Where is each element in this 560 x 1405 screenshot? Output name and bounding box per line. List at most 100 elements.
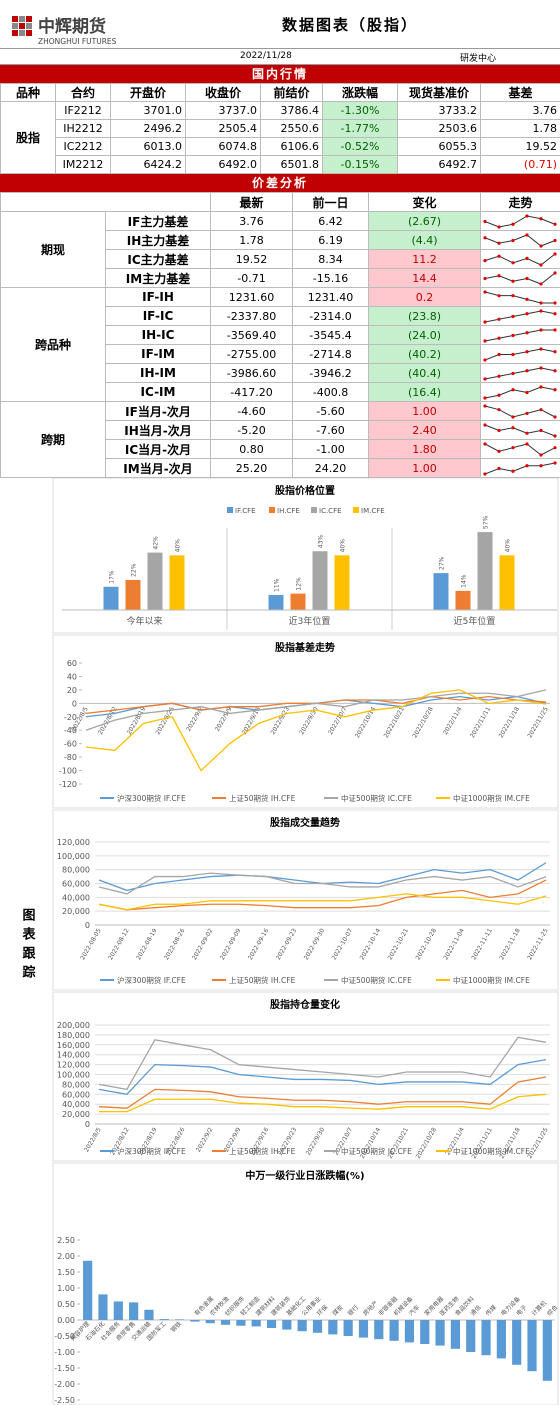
sparkline <box>483 365 557 381</box>
change: (23.8) <box>368 306 481 326</box>
trend-line <box>484 442 556 456</box>
change: (40.4) <box>368 363 481 383</box>
table-cell: -0.52% <box>322 137 398 156</box>
y-tick-label: 0 <box>85 921 90 930</box>
table-cell: 2505.4 <box>185 119 261 138</box>
table-cell: 3786.4 <box>260 101 323 120</box>
logo-text: 中辉期货 <box>38 16 106 37</box>
bar <box>169 555 185 610</box>
bar <box>542 1320 552 1381</box>
column-header: 走势 <box>480 192 560 212</box>
trend-point <box>497 273 501 277</box>
x-tick-label: 2022/11/18 <box>498 706 521 740</box>
latest: -2337.80 <box>210 306 293 326</box>
trend-point <box>511 414 515 419</box>
trend-point <box>539 300 543 305</box>
sparkline <box>483 384 557 400</box>
latest: -5.20 <box>210 420 293 440</box>
x-tick-label: 2022/9/2 <box>195 1126 215 1153</box>
change: 2.40 <box>368 420 481 440</box>
legend-label: 中证1000期货 IM.CFE <box>453 1146 530 1156</box>
bar <box>358 1320 369 1338</box>
trend-cell <box>480 325 560 345</box>
y-tick-label: 60,000 <box>62 1090 90 1099</box>
trend-point <box>525 311 529 315</box>
row-name: IH当月-次月 <box>105 420 211 440</box>
bar <box>175 1319 185 1320</box>
y-tick-label: 60 <box>67 659 77 668</box>
previous: -7.60 <box>292 420 369 440</box>
x-tick-label: 传媒 <box>484 1303 498 1317</box>
bar <box>334 555 350 610</box>
bar <box>129 1302 139 1320</box>
latest: 1231.60 <box>210 287 293 307</box>
column-header: 品种 <box>0 83 56 102</box>
trend-point <box>483 357 487 362</box>
group-label: 跨品种 <box>0 287 106 402</box>
x-tick-label: 2022-10-21 <box>387 927 411 961</box>
trend-point <box>483 289 487 294</box>
x-tick-label: 2022/8/5 <box>83 1126 103 1153</box>
trend-line <box>484 233 556 247</box>
value-label: 11% <box>274 578 281 592</box>
trend-point <box>553 300 557 305</box>
trend-cell <box>480 268 560 288</box>
trend-point <box>497 449 501 453</box>
x-tick-label: 2022-11-25 <box>526 927 550 961</box>
y-tick-label: -100 <box>59 767 77 776</box>
line <box>85 689 547 772</box>
trend-point <box>511 371 515 375</box>
x-tick-label: 2022-10-28 <box>414 927 438 961</box>
change: (2.67) <box>368 211 481 231</box>
change: 14.4 <box>368 268 481 288</box>
header-row: 品种 合约 开盘价 收盘价 前结价 涨跌幅 现货基准价 基差 <box>0 83 560 102</box>
previous: -15.16 <box>292 268 369 288</box>
chart-panel <box>52 991 559 1162</box>
trend-cell <box>480 420 560 440</box>
sparkline <box>483 289 557 305</box>
y-tick-label: 140,000 <box>57 1051 90 1060</box>
trend-point <box>525 330 529 334</box>
header-row: 最新 前一日 变化 走势 <box>0 192 560 212</box>
row-name: IF-IM <box>105 344 211 364</box>
y-tick-label: 0 <box>72 699 77 708</box>
legend-label: 中证500期货 IC.CFE <box>341 1146 412 1156</box>
table-cell: 6106.6 <box>260 137 323 156</box>
sparkline <box>483 251 557 267</box>
change: 1.00 <box>368 458 481 478</box>
x-tick-label: 2022-09-30 <box>303 927 327 961</box>
row-name: IC主力基差 <box>105 249 211 269</box>
trend-point <box>553 368 557 372</box>
trend-point <box>553 387 557 391</box>
value-label: 43% <box>318 535 325 549</box>
legend-swatch <box>311 507 317 513</box>
previous: -1.00 <box>292 439 369 459</box>
y-tick-label: 20,000 <box>62 907 90 916</box>
x-tick-label: 2022-08-12 <box>107 927 131 961</box>
trend-line <box>484 405 556 418</box>
table-cell: 6013.0 <box>110 137 186 156</box>
trend-point <box>525 232 529 237</box>
report-date: 2022/11/28 <box>240 51 292 61</box>
x-tick-label: 银行 <box>346 1303 360 1317</box>
trend-point <box>525 411 529 415</box>
table-row: IF-IM -2755.00 -2714.8 (40.2) <box>1 344 560 364</box>
x-tick-label: 2022-08-19 <box>135 927 159 961</box>
y-tick-label: 200,000 <box>57 1021 90 1030</box>
trend-cell <box>480 439 560 459</box>
table-row: IC主力基差 19.52 8.34 11.2 <box>1 249 560 269</box>
x-tick-label: 2022-08-26 <box>163 927 187 961</box>
table-row: IH2212 2496.2 2505.4 2550.6 -1.77% 2503.6 1.78 <box>1 119 560 138</box>
sparkline <box>483 213 557 229</box>
previous: -400.8 <box>292 382 369 402</box>
legend-label: IC.CFE <box>319 507 342 515</box>
y-tick-label: -1.00 <box>54 1348 75 1357</box>
trend-point <box>539 281 543 286</box>
legend-label: 上证50期货 IH.CFE <box>229 1146 296 1156</box>
group-label: 期现 <box>0 211 106 288</box>
table-cell: -1.77% <box>322 119 398 138</box>
legend-swatch <box>269 507 275 513</box>
chart-title: 股指持仓量变化 <box>270 998 340 1011</box>
legend-label: 沪深300期货 IF.CFE <box>117 1146 186 1156</box>
line <box>98 893 547 911</box>
